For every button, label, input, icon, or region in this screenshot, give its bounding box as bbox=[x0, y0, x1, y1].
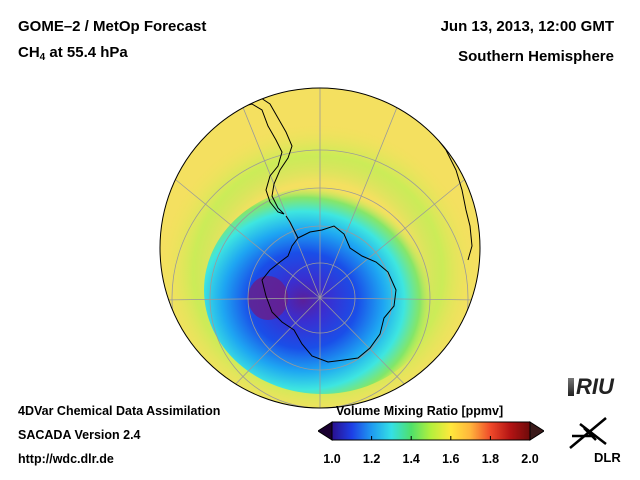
colorbar-low-arrow bbox=[318, 421, 333, 441]
colorbar-tick-label: 1.6 bbox=[442, 452, 460, 466]
colorbar-high-arrow bbox=[529, 421, 544, 441]
title-forecast: GOME–2 / MetOp Forecast bbox=[18, 18, 207, 35]
globe-outline bbox=[159, 87, 481, 409]
colorbar-tick-label: 1.4 bbox=[402, 452, 420, 466]
colorbar-tick-label: 1.0 bbox=[323, 452, 341, 466]
colorbar-gradient bbox=[331, 421, 531, 441]
riu-logo-text: RIU bbox=[576, 374, 614, 399]
riu-logo: RIU bbox=[568, 374, 614, 400]
method-label: 4DVar Chemical Data Assimilation bbox=[18, 404, 221, 418]
dlr-logo-mark bbox=[569, 417, 607, 449]
colorbar-title: Volume Mixing Ratio [ppmv] bbox=[336, 404, 504, 418]
species-label: CH bbox=[18, 44, 40, 61]
dlr-logo-text: DLR bbox=[594, 450, 621, 465]
colorbar-tick-label: 1.8 bbox=[481, 452, 500, 466]
methane-minimum bbox=[248, 276, 288, 320]
colorbar-tick-label: 1.2 bbox=[362, 452, 381, 466]
species-level-title: CH4 at 55.4 hPa bbox=[18, 44, 128, 63]
riu-logo-mark bbox=[568, 378, 574, 396]
species-subscript: 4 bbox=[39, 52, 46, 63]
colorbar-tick-label: 2.0 bbox=[521, 452, 539, 466]
forecast-datetime: Jun 13, 2013, 12:00 GMT bbox=[440, 18, 614, 35]
colorbar bbox=[318, 421, 544, 441]
pressure-level: at 55.4 hPa bbox=[45, 44, 128, 61]
version-label: SACADA Version 2.4 bbox=[18, 428, 141, 442]
graticule bbox=[160, 88, 480, 408]
website-link[interactable]: http://wdc.dlr.de bbox=[18, 452, 114, 466]
hemisphere-label: Southern Hemisphere bbox=[458, 48, 614, 65]
low-methane-vortex bbox=[204, 186, 440, 394]
